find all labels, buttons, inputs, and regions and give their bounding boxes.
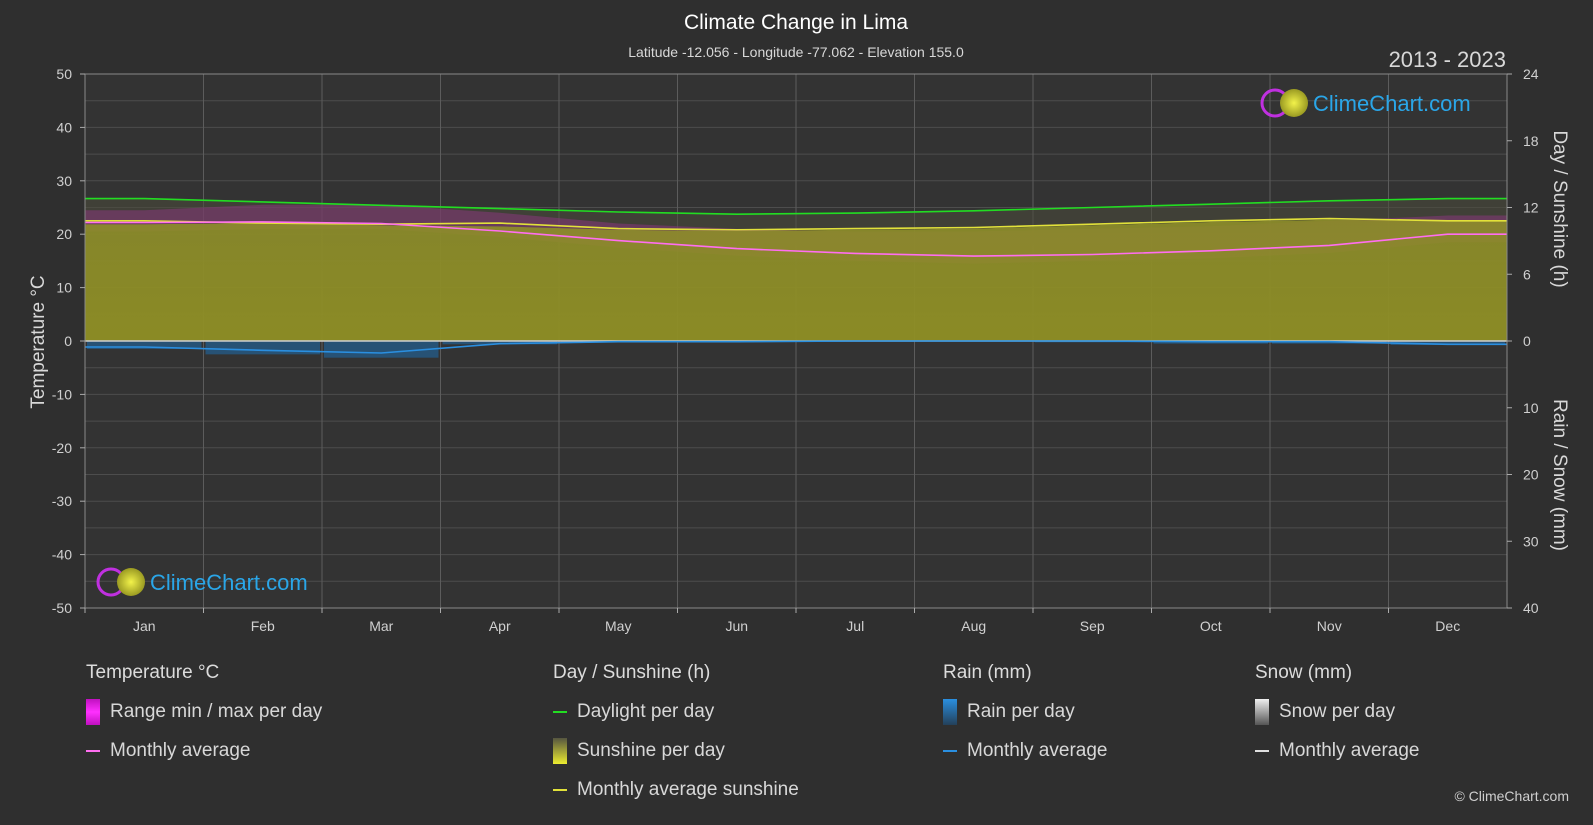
line-swatch xyxy=(943,749,957,752)
left-axis-title: Temperature °C xyxy=(28,275,49,408)
right-tick-label: 10 xyxy=(1523,400,1539,416)
temperature-average-line xyxy=(85,221,1507,257)
legend-snow: Snow (mm) Snow per day Monthly average xyxy=(1255,662,1419,776)
right-tick-label: 6 xyxy=(1523,266,1531,282)
right-tick-label: 18 xyxy=(1523,133,1539,149)
daylight-line xyxy=(85,197,1507,216)
snow-swatch xyxy=(1255,698,1269,725)
legend-label: Sunshine per day xyxy=(577,739,725,761)
legend-label: Monthly average xyxy=(1279,739,1420,761)
legend-item: Sunshine per day xyxy=(553,737,799,764)
sunshine-swatch xyxy=(553,737,567,764)
legend-item: Monthly average xyxy=(1255,737,1419,764)
chart-title: Climate Change in Lima xyxy=(684,11,908,34)
month-label: Dec xyxy=(1435,618,1460,634)
logo-text-top: ClimeChart.com xyxy=(1313,91,1471,116)
month-label: Jan xyxy=(133,618,156,634)
legend-label: Range min / max per day xyxy=(110,700,323,722)
month-label: Sep xyxy=(1080,618,1105,634)
rain-average-line xyxy=(85,340,1507,354)
period-label: 2013 - 2023 xyxy=(1389,47,1506,72)
logo-sun-icon xyxy=(117,568,145,596)
line-swatch xyxy=(1255,749,1269,752)
rain-bar xyxy=(1390,341,1505,346)
month-label: May xyxy=(605,618,631,634)
right-tick-label: 20 xyxy=(1523,467,1539,483)
legend-label: Snow per day xyxy=(1279,700,1396,722)
left-tick-label: -30 xyxy=(52,493,72,509)
month-label: Jun xyxy=(725,618,748,634)
line-swatch xyxy=(553,710,567,713)
left-tick-label: -50 xyxy=(52,600,72,616)
legend-item: Monthly average xyxy=(943,737,1107,764)
logo-text-bottom: ClimeChart.com xyxy=(150,570,308,595)
legend-title: Day / Sunshine (h) xyxy=(553,662,711,683)
legend-title: Temperature °C xyxy=(86,662,220,683)
left-tick-label: 50 xyxy=(56,66,72,82)
legend-item: Monthly average sunshine xyxy=(553,776,799,803)
logo-bottom[interactable]: ClimeChart.com xyxy=(96,567,308,597)
legend-item: Range min / max per day xyxy=(86,698,322,725)
right-tick-label: 40 xyxy=(1523,600,1539,616)
month-label: Nov xyxy=(1317,618,1342,634)
left-tick-label: 20 xyxy=(56,226,72,242)
rain-bar xyxy=(87,341,202,350)
logo-top[interactable]: ClimeChart.com xyxy=(1260,88,1471,118)
sunshine-area xyxy=(85,219,1507,341)
left-tick-label: -20 xyxy=(52,440,72,456)
legend-temperature: Temperature °C Range min / max per day M… xyxy=(86,662,322,776)
month-label: Aug xyxy=(961,618,986,634)
chart-subtitle: Latitude -12.056 - Longitude -77.062 - E… xyxy=(628,44,964,60)
rain-bar xyxy=(324,341,439,358)
right-axis-title-top: Day / Sunshine (h) xyxy=(1549,130,1570,287)
legend-label: Rain per day xyxy=(967,700,1075,722)
legend-title: Rain (mm) xyxy=(943,662,1032,683)
legend-label: Monthly average xyxy=(967,739,1108,761)
legend-item: Rain per day xyxy=(943,698,1107,725)
copyright[interactable]: © ClimeChart.com xyxy=(1454,788,1569,804)
axes: 50 40 30 20 10 0 -10 -20 -30 -40 -50 24 18 12 6 0 10 20 30… xyxy=(52,66,1539,634)
left-tick-label: 40 xyxy=(56,119,72,135)
legend-label: Monthly average sunshine xyxy=(577,778,799,800)
rain-bar xyxy=(442,341,557,345)
left-tick-label: 10 xyxy=(56,280,72,296)
month-label: Oct xyxy=(1200,618,1222,634)
rain-swatch xyxy=(943,698,957,725)
legend-item: Monthly average xyxy=(86,737,322,764)
right-tick-label: 30 xyxy=(1523,533,1539,549)
right-tick-label: 0 xyxy=(1523,333,1531,349)
left-tick-label: -10 xyxy=(52,386,72,402)
legend-item: Snow per day xyxy=(1255,698,1419,725)
sunshine-average-line xyxy=(85,217,1507,231)
rain-bar xyxy=(205,341,320,355)
legend-label: Monthly average xyxy=(110,739,251,761)
month-label: Apr xyxy=(489,618,511,634)
right-tick-label: 24 xyxy=(1523,66,1539,82)
legend-sunshine: Day / Sunshine (h) Daylight per day Suns… xyxy=(553,662,799,815)
legend-rain: Rain (mm) Rain per day Monthly average xyxy=(943,662,1107,776)
lines-layer xyxy=(85,197,1507,354)
legend-item: Daylight per day xyxy=(553,698,799,725)
line-swatch xyxy=(86,749,100,752)
left-tick-label: 0 xyxy=(64,333,72,349)
month-label: Mar xyxy=(369,618,393,634)
range-swatch xyxy=(86,698,100,725)
right-axis-title-bottom: Rain / Snow (mm) xyxy=(1549,399,1570,551)
left-tick-label: 30 xyxy=(56,173,72,189)
month-label: Jul xyxy=(846,618,864,634)
right-tick-label: 12 xyxy=(1523,200,1539,216)
month-label: Feb xyxy=(251,618,275,634)
legend-title: Snow (mm) xyxy=(1255,662,1353,683)
line-swatch xyxy=(553,788,567,791)
logo-sun-icon xyxy=(1280,89,1308,117)
legend-label: Daylight per day xyxy=(577,700,715,722)
left-tick-label: -40 xyxy=(52,547,72,563)
